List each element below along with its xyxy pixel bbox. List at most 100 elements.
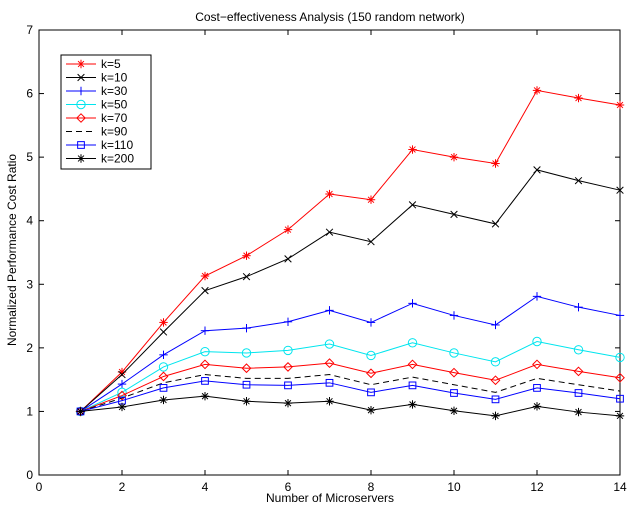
data-point	[573, 345, 584, 355]
legend-marker	[77, 73, 85, 82]
data-point	[533, 166, 541, 174]
data-point	[159, 318, 168, 327]
legend-marker	[76, 113, 86, 123]
series-layer	[75, 86, 625, 421]
series-line	[80, 374, 621, 412]
data-point	[366, 368, 376, 379]
data-point	[615, 100, 625, 110]
y-tick-label: 1	[26, 404, 33, 418]
data-point	[325, 228, 334, 236]
data-point	[283, 225, 293, 234]
y-tick-label: 2	[26, 341, 33, 355]
data-point	[324, 339, 335, 349]
x-tick-label: 0	[36, 480, 43, 494]
legend-item: k=10	[66, 71, 128, 85]
data-point	[324, 358, 335, 369]
data-point	[158, 371, 169, 382]
data-point	[241, 348, 252, 358]
y-tick-label: 6	[26, 87, 33, 101]
data-point	[574, 407, 583, 417]
data-point	[367, 388, 375, 397]
data-point	[241, 363, 252, 374]
data-point	[366, 405, 376, 415]
data-point	[284, 255, 292, 263]
data-point	[242, 380, 251, 389]
legend-marker	[77, 141, 85, 149]
x-tick-label: 6	[285, 480, 292, 494]
data-point	[242, 397, 251, 406]
legend-label: k=110	[101, 138, 133, 152]
series-k-50	[75, 336, 625, 417]
data-point	[284, 381, 292, 390]
data-point	[200, 359, 210, 370]
y-tick-label: 5	[26, 150, 33, 164]
data-point	[532, 402, 542, 411]
data-point	[449, 348, 459, 358]
data-point	[408, 201, 417, 209]
data-point	[449, 367, 459, 378]
x-tick-label: 2	[119, 480, 126, 494]
data-point	[201, 286, 209, 295]
x-tick-label: 12	[530, 480, 544, 494]
data-point	[367, 237, 375, 246]
legend-box	[60, 54, 152, 170]
x-tick-label: 14	[613, 480, 627, 494]
data-point	[159, 350, 168, 360]
data-point	[242, 323, 251, 333]
legend-label: k=10	[101, 71, 128, 85]
data-point	[76, 407, 85, 416]
legend-label: k=30	[101, 84, 128, 98]
data-point	[616, 186, 624, 194]
data-point	[201, 377, 209, 385]
legend-label: k=50	[101, 98, 128, 112]
x-tick-label: 10	[447, 480, 461, 494]
data-point	[283, 398, 293, 408]
series-line	[80, 362, 621, 412]
series-k-30	[76, 292, 625, 416]
data-point	[117, 387, 127, 398]
x-tick-label: 4	[202, 480, 209, 494]
data-point	[532, 86, 542, 95]
series-line	[80, 380, 621, 412]
data-point	[574, 93, 583, 103]
data-point	[490, 375, 501, 386]
data-point	[616, 394, 624, 403]
series-line	[80, 169, 621, 412]
data-point	[449, 406, 459, 415]
data-point	[407, 359, 418, 370]
data-point	[283, 317, 293, 326]
data-point	[449, 152, 459, 162]
series-line	[80, 340, 621, 412]
legend-item: k=110	[66, 138, 133, 152]
data-point	[159, 328, 168, 336]
data-point	[159, 395, 168, 405]
data-point	[532, 292, 542, 301]
legend-marker	[76, 154, 86, 163]
data-point	[283, 362, 293, 372]
data-point	[325, 397, 334, 406]
data-point	[449, 311, 459, 320]
data-point	[408, 299, 417, 308]
data-point	[117, 379, 127, 389]
legend-marker	[76, 86, 86, 96]
legend-marker	[76, 99, 86, 110]
data-point	[450, 210, 458, 219]
data-point	[200, 346, 210, 357]
data-point	[200, 326, 210, 335]
data-point	[242, 251, 251, 260]
y-tick-label: 4	[26, 214, 33, 228]
legend-label: k=70	[101, 111, 128, 125]
data-point	[117, 402, 127, 412]
legend-item: k=90	[66, 125, 128, 139]
series-line	[80, 89, 621, 412]
data-point	[615, 352, 625, 363]
y-tick-label: 0	[26, 468, 33, 482]
data-point	[615, 372, 625, 383]
data-point	[408, 145, 417, 154]
x-tick-label: 8	[368, 480, 375, 494]
data-point	[408, 381, 417, 390]
data-point	[242, 272, 251, 281]
data-point	[491, 159, 500, 168]
data-point	[491, 411, 500, 421]
series-line	[80, 395, 621, 417]
